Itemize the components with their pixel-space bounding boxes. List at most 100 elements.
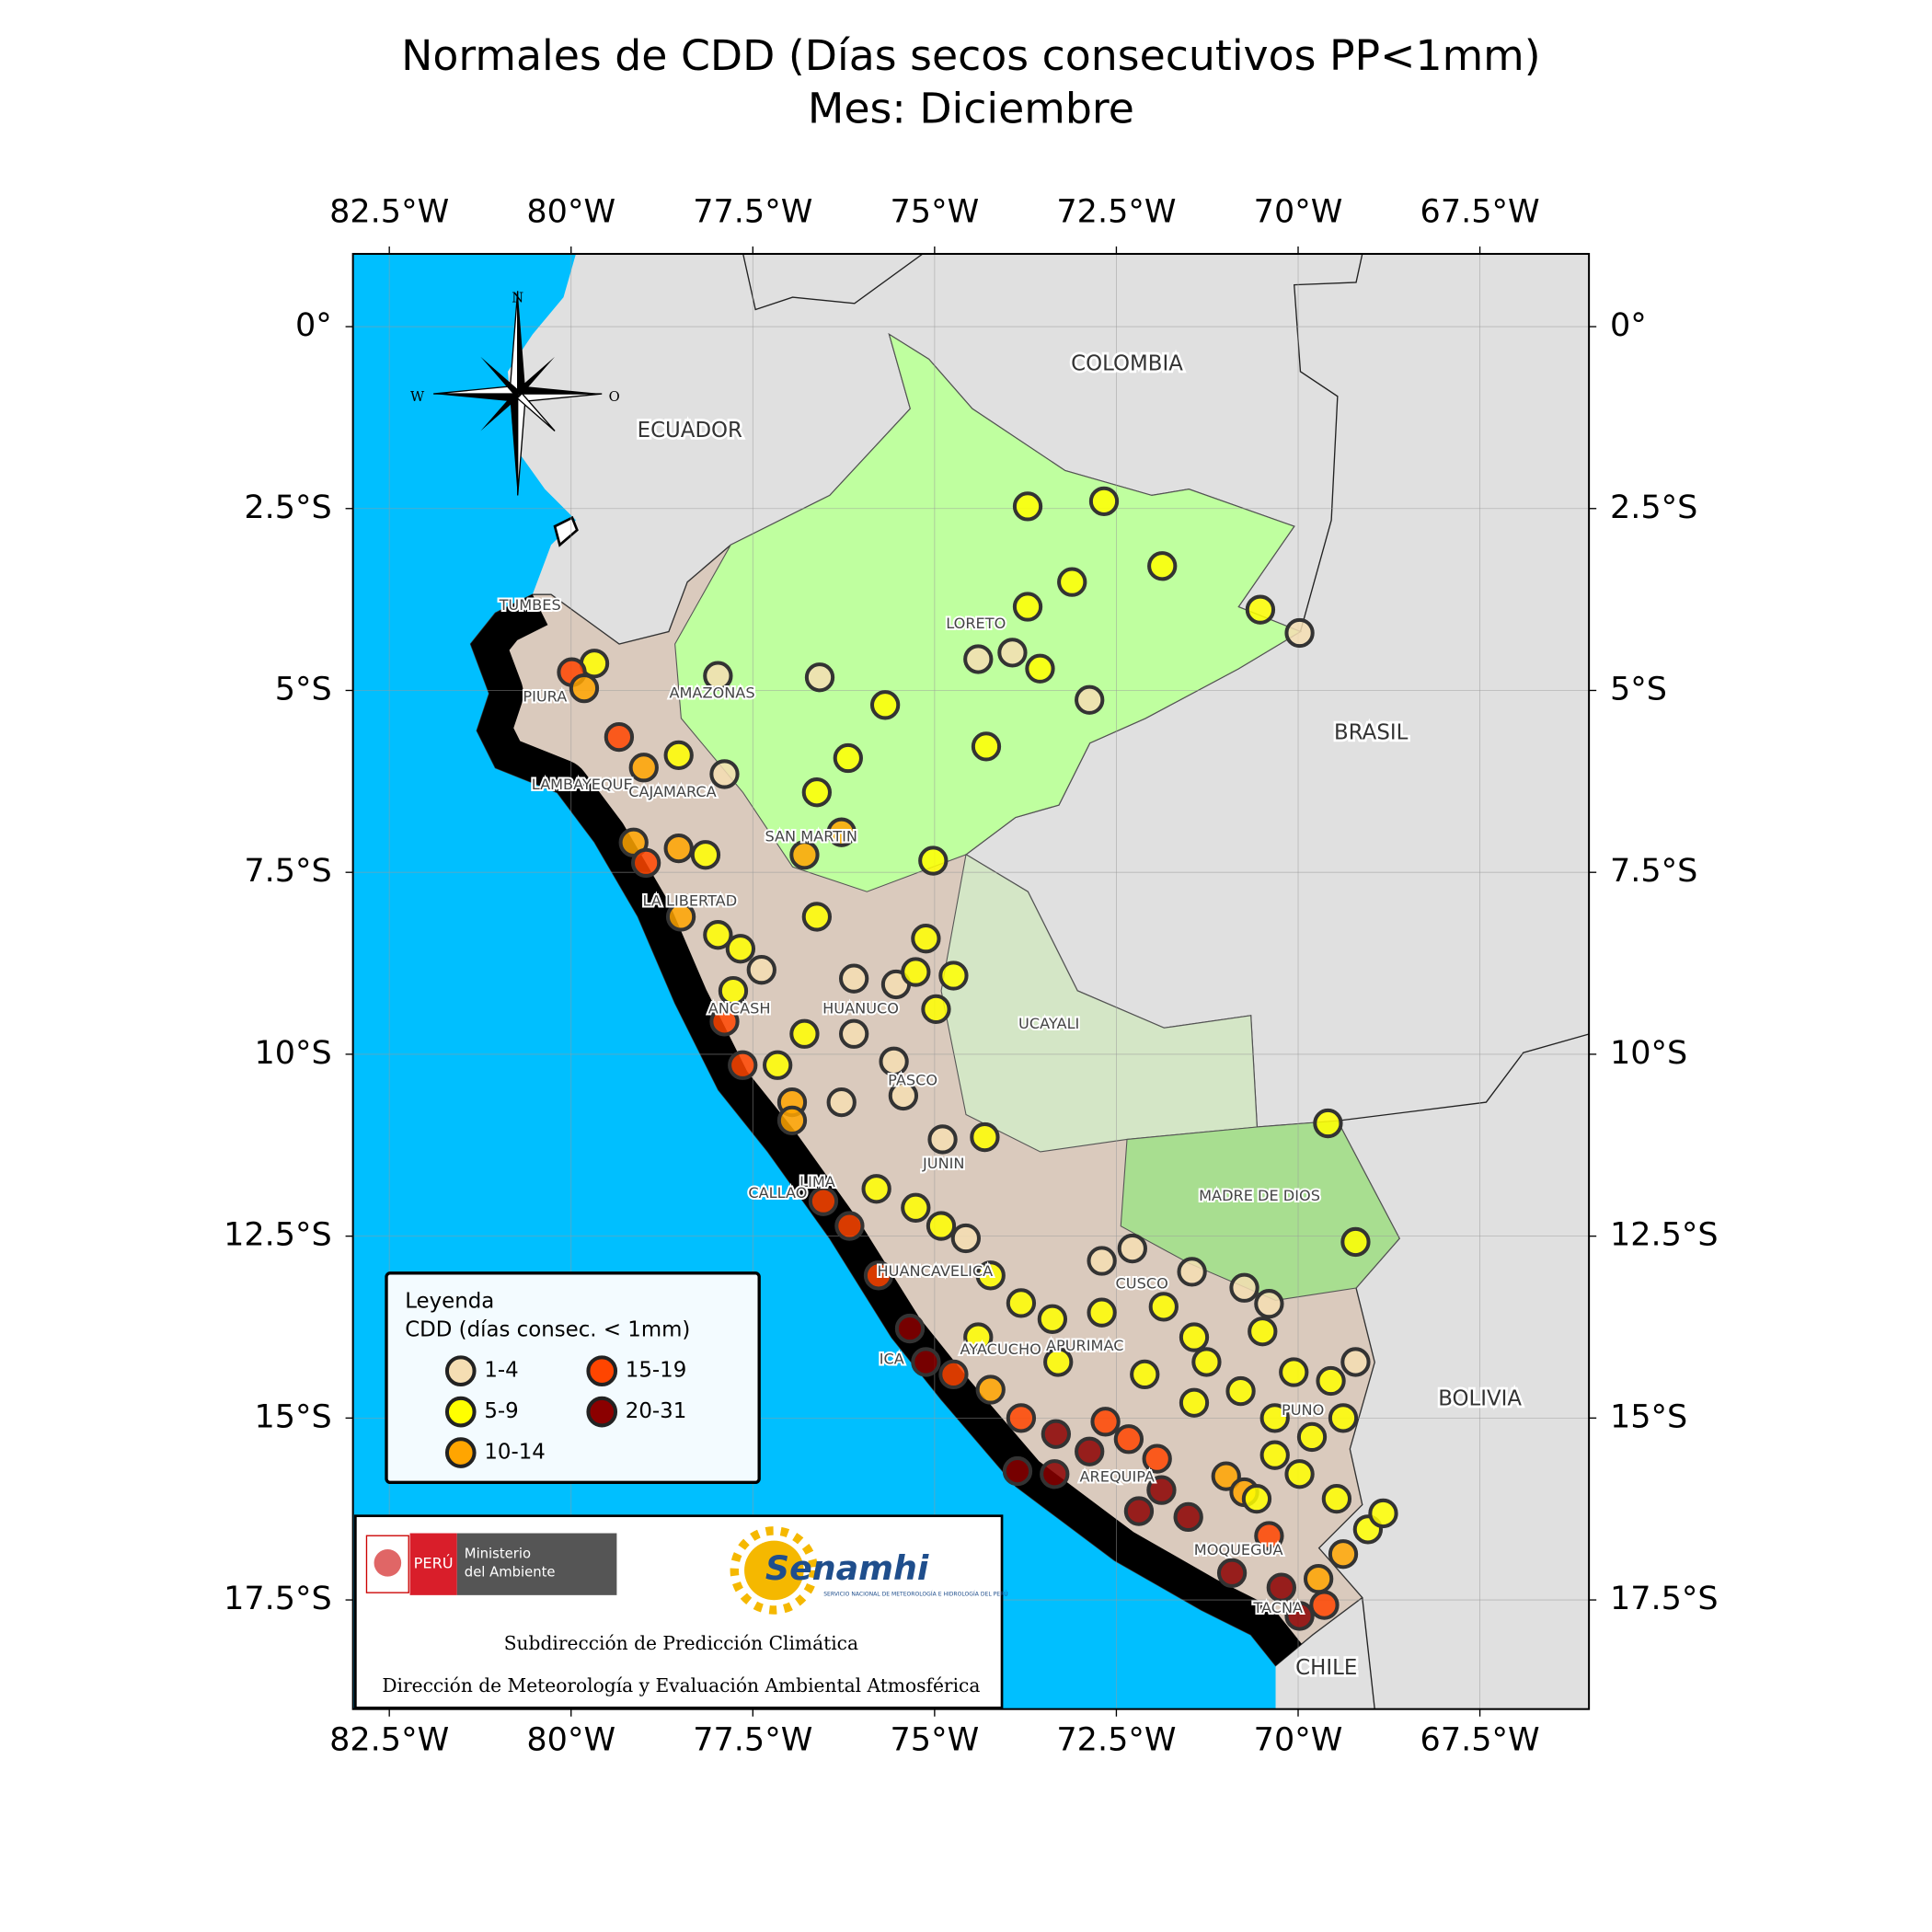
peru-flag xyxy=(409,1533,457,1595)
country-label: CHILE xyxy=(1295,1656,1357,1680)
region-loreto xyxy=(674,333,1302,892)
lat-tick-label: 15°S xyxy=(255,1398,332,1435)
station xyxy=(789,840,820,870)
station xyxy=(950,1223,982,1254)
logo-text: SERVICIO NACIONAL DE METEOROLOGÍA E HIDR… xyxy=(823,1590,1008,1598)
station xyxy=(888,1080,919,1111)
station xyxy=(833,742,863,774)
station xyxy=(1090,1407,1121,1437)
lon-tick-label: 72.5°W xyxy=(1056,1722,1176,1759)
region-label: AREQUIPA xyxy=(1079,1467,1154,1485)
lon-tick-label: 77.5°W xyxy=(693,194,812,231)
station xyxy=(1284,1459,1315,1489)
station xyxy=(901,957,931,987)
island xyxy=(553,515,579,547)
legend-label: 20-31 xyxy=(626,1399,686,1423)
legend-box xyxy=(385,1271,761,1485)
station xyxy=(1284,1601,1315,1631)
legend-label: 15-19 xyxy=(626,1359,686,1383)
station xyxy=(1012,491,1043,522)
legend: Leyenda CDD (días consec. < 1mm) 1-4 5-9 1… xyxy=(385,1271,761,1485)
lon-tick-label: 75°W xyxy=(891,194,980,231)
station xyxy=(1266,1572,1296,1603)
lat-tick-label: 12.5°S xyxy=(1610,1217,1719,1254)
station xyxy=(1279,1357,1309,1387)
station xyxy=(801,777,833,808)
border xyxy=(1337,1033,1590,1121)
region-label: LA LIBERTAD xyxy=(642,892,737,910)
station xyxy=(975,1260,1006,1291)
logo-text: PERÚ xyxy=(414,1555,454,1572)
lat-tick-label: 0° xyxy=(295,307,332,344)
lat-tick-label: 17.5°S xyxy=(1610,1581,1719,1617)
station xyxy=(926,1211,957,1241)
station xyxy=(1245,594,1276,625)
station xyxy=(1229,1272,1259,1303)
lat-tick-label: 7.5°S xyxy=(244,853,331,890)
station xyxy=(665,902,696,932)
station xyxy=(1113,1424,1144,1455)
border xyxy=(1294,253,1363,632)
legend-swatch xyxy=(444,1396,477,1428)
region-label: SAN MARTIN xyxy=(765,828,857,845)
station xyxy=(869,690,901,720)
station xyxy=(1309,1590,1340,1620)
lat-tick-label: 7.5°S xyxy=(1610,853,1697,890)
legend-swatch xyxy=(444,1437,477,1468)
station xyxy=(1321,1483,1352,1514)
station xyxy=(1328,1539,1359,1570)
station xyxy=(863,1260,894,1291)
sun-logo xyxy=(730,1526,819,1615)
lon-tick-label: 80°W xyxy=(526,194,615,231)
country-label: BRASIL xyxy=(1334,720,1409,744)
lat-tick-label: 2.5°S xyxy=(1610,489,1697,526)
station xyxy=(938,1359,969,1390)
station xyxy=(663,833,694,864)
legend-title: Leyenda xyxy=(405,1289,494,1313)
country-label: ECUADOR xyxy=(638,419,742,443)
lon-tick-label: 70°W xyxy=(1254,1722,1343,1759)
compass: N W O xyxy=(410,290,620,496)
map-base xyxy=(352,253,1590,1709)
station xyxy=(911,1347,941,1377)
station xyxy=(1191,1347,1222,1377)
region-label: LIMA xyxy=(799,1173,835,1190)
station xyxy=(826,1087,857,1118)
station xyxy=(1177,1257,1207,1287)
station xyxy=(1075,1436,1105,1466)
lon-tick-label: 70°W xyxy=(1254,194,1343,231)
station xyxy=(1087,1297,1117,1328)
station xyxy=(1340,1347,1371,1377)
region-label: CAJAMARCA xyxy=(628,783,717,800)
station xyxy=(1225,1375,1256,1407)
station xyxy=(604,721,635,753)
station xyxy=(1368,1498,1398,1529)
region-label: PIURA xyxy=(523,687,567,705)
region-label: HUANUCO xyxy=(822,1000,899,1018)
station xyxy=(997,638,1028,668)
logo-text: del Ambiente xyxy=(465,1565,556,1581)
station xyxy=(1012,592,1043,622)
station xyxy=(894,1313,926,1344)
region-label: TACNA xyxy=(1252,1599,1303,1616)
station xyxy=(879,1046,909,1076)
lat-tick-label: 5°S xyxy=(1610,671,1667,707)
station xyxy=(834,1211,865,1241)
region-label: HUANCAVELICA xyxy=(878,1262,994,1280)
legend-subtitle: CDD (días consec. < 1mm) xyxy=(405,1317,690,1341)
station xyxy=(1130,1359,1160,1390)
region-label: MADRE DE DIOS xyxy=(1199,1187,1320,1204)
station xyxy=(569,673,600,704)
legend-label: 5-9 xyxy=(484,1399,518,1423)
region-label: TUMBES xyxy=(499,596,561,614)
station xyxy=(1146,1475,1177,1505)
station xyxy=(1037,1304,1068,1334)
station xyxy=(1179,1387,1210,1418)
station xyxy=(630,847,661,879)
logo-brand: Senamhi xyxy=(765,1548,929,1588)
country-label: BOLIVIA xyxy=(1438,1387,1522,1411)
station xyxy=(1006,1288,1037,1318)
station xyxy=(1173,1501,1203,1533)
axis-ticks: 82.5°W 82.5°W 80°W 80°W 77.5°W 77.5°W 75°W 75°W… xyxy=(224,194,1719,1759)
